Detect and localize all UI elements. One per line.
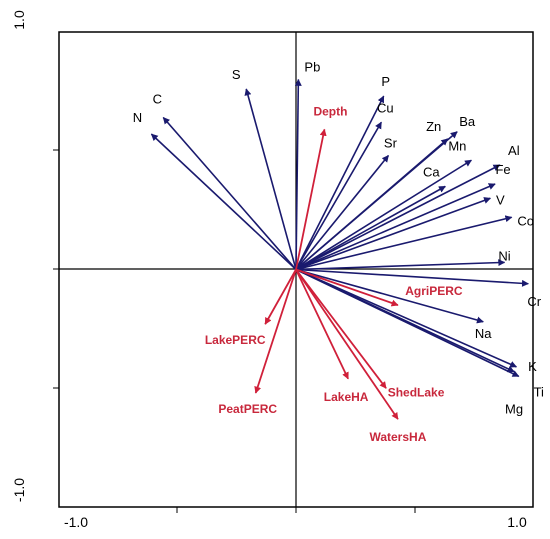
vector-label-lakeperc: LakePERC bbox=[205, 333, 266, 347]
vector-label-na: Na bbox=[475, 326, 492, 341]
vector-label-s: S bbox=[232, 67, 241, 82]
vector-arrow-lakeperc bbox=[264, 269, 297, 325]
vector-arrow-mg bbox=[295, 268, 515, 373]
vector-label-lakeha: LakeHA bbox=[324, 390, 369, 404]
vector-arrow-ni bbox=[295, 259, 506, 271]
vector-arrow-watersha bbox=[295, 268, 399, 420]
vector-label-co: Co bbox=[517, 213, 534, 228]
vector-arrow-mn bbox=[295, 159, 472, 271]
vector-label-agriperc: AgriPERC bbox=[405, 284, 463, 298]
vector-arrow-sr bbox=[295, 154, 390, 271]
y-tick-label-min: -1.0 bbox=[11, 478, 27, 502]
x-tick-label-max: 1.0 bbox=[507, 514, 527, 530]
vector-arrow-n bbox=[150, 133, 297, 271]
vector-arrow-agriperc bbox=[295, 268, 399, 307]
vector-label-al: Al bbox=[508, 143, 520, 158]
vector-label-fe: Fe bbox=[495, 162, 510, 177]
vector-label-peatperc: PeatPERC bbox=[218, 402, 277, 416]
vector-arrow-lakeha bbox=[295, 269, 349, 380]
vector-label-ni: Ni bbox=[498, 248, 510, 263]
vector-arrow-p bbox=[295, 95, 385, 270]
vector-label-c: C bbox=[153, 92, 162, 107]
vector-arrow-cr bbox=[295, 268, 529, 287]
axis-ticks bbox=[53, 149, 416, 513]
vector-arrow-al bbox=[295, 164, 501, 271]
vector-arrow-cu bbox=[295, 121, 383, 270]
vector-label-ca: Ca bbox=[423, 164, 440, 179]
vector-label-watersha: WatersHA bbox=[369, 430, 426, 444]
vector-arrow-s bbox=[244, 88, 297, 270]
vector-label-mg: Mg bbox=[505, 402, 523, 417]
vector-arrow-depth bbox=[295, 128, 327, 270]
vector-arrow-v bbox=[295, 197, 491, 271]
vector-label-pb: Pb bbox=[304, 60, 320, 75]
vector-arrow-k bbox=[295, 268, 518, 368]
vector-label-ba: Ba bbox=[459, 114, 476, 129]
vector-arrow-co bbox=[295, 215, 513, 271]
vector-layer: NC S Pb P Cu Sr Zn Ba Mn Ca Al Fe V Co Ni Cr Na K Ti Mg Dept… bbox=[133, 60, 544, 445]
vector-label-v: V bbox=[496, 192, 505, 207]
vector-label-sr: Sr bbox=[384, 136, 398, 151]
vector-arrow-pb bbox=[294, 78, 302, 270]
vector-label-zn: Zn bbox=[426, 119, 441, 134]
vector-label-p: P bbox=[381, 74, 390, 89]
vector-label-shedlake: ShedLake bbox=[388, 385, 445, 399]
x-tick-label-min: -1.0 bbox=[64, 514, 88, 530]
vector-label-k: K bbox=[528, 359, 537, 374]
vector-arrow-peatperc bbox=[254, 269, 297, 394]
vector-arrow-ca bbox=[295, 185, 446, 271]
vector-label-mn: Mn bbox=[448, 138, 466, 153]
vector-label-cu: Cu bbox=[377, 100, 394, 115]
vector-label-n: N bbox=[133, 110, 142, 125]
vector-arrow-na bbox=[295, 268, 484, 324]
vector-arrow-c bbox=[162, 116, 297, 271]
vector-label-depth: Depth bbox=[313, 104, 347, 118]
vector-label-ti: Ti bbox=[534, 384, 544, 399]
vector-arrow-shedlake bbox=[295, 268, 387, 389]
vector-arrow-fe bbox=[295, 183, 496, 271]
vector-arrow-ba bbox=[295, 131, 458, 271]
vector-label-cr: Cr bbox=[527, 294, 541, 309]
y-tick-label-max: 1.0 bbox=[11, 10, 27, 30]
